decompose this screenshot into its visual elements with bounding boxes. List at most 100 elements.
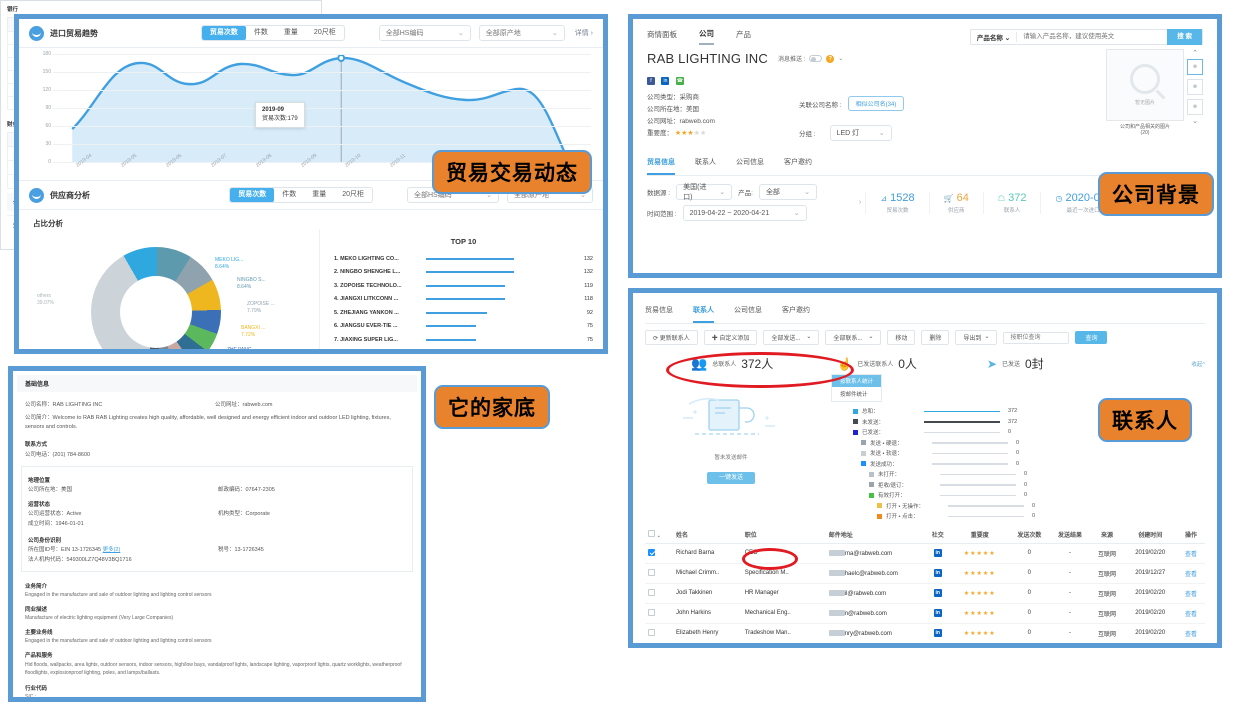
top10-title: TOP 10 bbox=[450, 237, 477, 246]
search-button[interactable]: 搜 索 bbox=[1167, 28, 1202, 45]
tab-trade-info[interactable]: 贸易信息 bbox=[647, 151, 675, 175]
cell-social[interactable]: in bbox=[924, 563, 951, 584]
linkedin-icon[interactable]: in bbox=[933, 549, 942, 557]
position-search-input[interactable] bbox=[1003, 331, 1070, 344]
refresh-contacts-button[interactable]: ⟳ 更新联系人 bbox=[645, 330, 698, 345]
cell-action[interactable]: 查看 bbox=[1176, 623, 1205, 643]
trend-hover-point bbox=[337, 54, 346, 62]
sup-segment-weight[interactable]: 重量 bbox=[312, 191, 327, 198]
row-checkbox-cell[interactable] bbox=[645, 623, 673, 643]
ct-tab-trade-info[interactable]: 贸易信息 bbox=[645, 307, 673, 314]
more-link[interactable]: 更多(2) bbox=[102, 547, 121, 554]
linkedin-icon[interactable]: in bbox=[661, 77, 670, 85]
row-checkbox[interactable] bbox=[648, 588, 655, 596]
query-button[interactable]: 查询 bbox=[1075, 331, 1108, 344]
grid-line bbox=[53, 144, 591, 145]
cell-social[interactable]: in bbox=[924, 623, 951, 643]
nav-company[interactable]: 公司 bbox=[699, 28, 714, 45]
table-row[interactable]: Richard Barna CEO rna@rabweb.com in ★★★★★ 0- 互… bbox=[645, 543, 1205, 564]
nav-product[interactable]: 产品 bbox=[736, 30, 751, 39]
contacts-panel: 贸易信息 联系人 公司信息 客户邀约 ⟳ 更新联系人 ✚ 自定义添加 全部发送.… bbox=[628, 288, 1222, 648]
product-search-bar[interactable]: 产品名称 ⌄ 搜 索 bbox=[969, 28, 1203, 45]
cell-action[interactable]: 查看 bbox=[1176, 583, 1205, 604]
move-button[interactable]: 移动 bbox=[887, 330, 916, 345]
contact-type-select[interactable]: 全部联系... ⌄ bbox=[825, 330, 882, 345]
custom-add-button[interactable]: ✚ 自定义添加 bbox=[703, 330, 758, 345]
company-image-placeholder: 暂无图片 bbox=[1106, 49, 1184, 121]
row-checkbox-cell[interactable] bbox=[645, 583, 673, 604]
supplier-metric-segmented[interactable]: 贸易次数 件数 重量 20尺柜 bbox=[229, 187, 373, 203]
tab-company-info[interactable]: 公司信息 bbox=[736, 159, 764, 166]
segment-pieces[interactable]: 件数 bbox=[253, 29, 268, 36]
row-checkbox[interactable] bbox=[648, 568, 655, 576]
legend-row: 已发送： 0 bbox=[853, 427, 1205, 438]
trend-detail-link[interactable]: 详情 › bbox=[574, 30, 593, 37]
select-all-checkbox[interactable] bbox=[648, 529, 655, 537]
send-status-select[interactable]: 全部发送... ⌄ bbox=[763, 330, 820, 345]
row-checkbox-cell[interactable] bbox=[645, 543, 673, 564]
group-select[interactable]: LED 灯 ⌄ bbox=[829, 125, 892, 141]
row-checkbox[interactable] bbox=[648, 628, 655, 636]
row-checkbox-cell[interactable] bbox=[645, 603, 673, 624]
linkedin-icon[interactable]: in bbox=[933, 569, 942, 577]
cell-social[interactable]: in bbox=[924, 543, 951, 564]
table-row[interactable]: Michael Crimm.. Specification M.. haelc@ra… bbox=[645, 563, 1205, 584]
thumbnail-3[interactable]: ☻ bbox=[1187, 99, 1203, 115]
segment-weight[interactable]: 重量 bbox=[283, 29, 298, 36]
datasource-select[interactable]: 美国(进口) ⌄ bbox=[676, 184, 733, 201]
table-row[interactable]: Elizabeth Henry Tradeshow Man.. nry@rabweb… bbox=[645, 623, 1205, 643]
scroll-down-icon[interactable]: ⌄ bbox=[1192, 118, 1198, 125]
sup-segment-container[interactable]: 20尺柜 bbox=[342, 191, 364, 198]
product-select[interactable]: 全部 ⌄ bbox=[758, 184, 817, 200]
ct-tab-company-info[interactable]: 公司信息 bbox=[734, 307, 762, 314]
expand-arrow-icon[interactable]: › bbox=[859, 199, 862, 206]
delete-button[interactable]: 删除 bbox=[921, 330, 950, 345]
filter-hs-code[interactable]: 全部HS编码 ⌄ bbox=[378, 25, 471, 41]
toggle-switch[interactable] bbox=[809, 55, 823, 62]
facebook-icon[interactable]: f bbox=[647, 77, 655, 85]
scroll-up-icon[interactable]: ⌃ bbox=[1192, 50, 1198, 57]
export-select[interactable]: 导出到 ⌄ bbox=[955, 330, 998, 345]
chevron-down-icon[interactable]: ⌄ bbox=[656, 532, 661, 539]
sup-segment-pieces[interactable]: 件数 bbox=[282, 191, 297, 198]
segment-container[interactable]: 20尺柜 bbox=[313, 29, 336, 36]
segment-trade-count[interactable]: 贸易次数 bbox=[201, 26, 246, 40]
daterange-select[interactable]: 2019-04-22 ~ 2020-04-21 ⌄ bbox=[682, 205, 807, 221]
cell-action[interactable]: 查看 bbox=[1176, 563, 1205, 584]
stat-tab-by-contact[interactable]: 按联系人统计 bbox=[832, 375, 882, 387]
sup-segment-trade-count[interactable]: 贸易次数 bbox=[230, 188, 275, 202]
help-icon[interactable]: ? bbox=[826, 54, 835, 63]
top10-bar bbox=[426, 257, 514, 260]
row-checkbox[interactable] bbox=[648, 608, 655, 616]
legend-swatch bbox=[853, 419, 858, 425]
linkedin-icon[interactable]: in bbox=[933, 589, 942, 597]
tab-customer-invite[interactable]: 客户邀约 bbox=[784, 159, 812, 166]
linkedin-icon[interactable]: in bbox=[933, 609, 942, 617]
send-all-button[interactable]: 一键发送 bbox=[706, 472, 755, 484]
cell-action[interactable]: 查看 bbox=[1176, 543, 1205, 564]
select-all-header[interactable]: ⌄ bbox=[645, 525, 673, 544]
collapse-link[interactable]: 收起^ bbox=[1191, 361, 1205, 368]
row-checkbox[interactable] bbox=[648, 548, 655, 556]
ct-tab-contacts[interactable]: 联系人 bbox=[693, 299, 714, 323]
table-row[interactable]: Jodi Takkinen HR Manager il@rabweb.com in ★★… bbox=[645, 583, 1205, 604]
nav-dashboard[interactable]: 商情面板 bbox=[647, 30, 677, 39]
table-row[interactable]: John Harkins Mechanical Eng.. n@rabweb.com… bbox=[645, 603, 1205, 624]
phone-icon[interactable]: ☎ bbox=[675, 77, 684, 85]
stat-tab-by-mail[interactable]: 按邮件统计 bbox=[840, 392, 868, 398]
search-input[interactable] bbox=[1017, 29, 1168, 44]
linkedin-icon[interactable]: in bbox=[933, 629, 942, 637]
cell-social[interactable]: in bbox=[924, 583, 951, 604]
tab-contacts[interactable]: 联系人 bbox=[695, 159, 716, 166]
cell-social[interactable]: in bbox=[924, 603, 951, 624]
related-company-pill[interactable]: 相似公司名(34) bbox=[847, 96, 905, 111]
cell-action[interactable]: 查看 bbox=[1176, 603, 1205, 624]
row-checkbox-cell[interactable] bbox=[645, 563, 673, 584]
trend-metric-segmented[interactable]: 贸易次数 件数 重量 20尺柜 bbox=[200, 25, 345, 41]
search-scope-select[interactable]: 产品名称 ⌄ bbox=[971, 31, 1018, 42]
thumbnail-2[interactable]: ☻ bbox=[1187, 79, 1203, 95]
chevron-down-icon[interactable]: ⌄ bbox=[838, 56, 844, 62]
thumbnail-1[interactable]: ☻ bbox=[1187, 59, 1203, 75]
filter-origin[interactable]: 全部原产地 ⌄ bbox=[478, 25, 565, 41]
ct-tab-customer-invite[interactable]: 客户邀约 bbox=[782, 307, 810, 314]
